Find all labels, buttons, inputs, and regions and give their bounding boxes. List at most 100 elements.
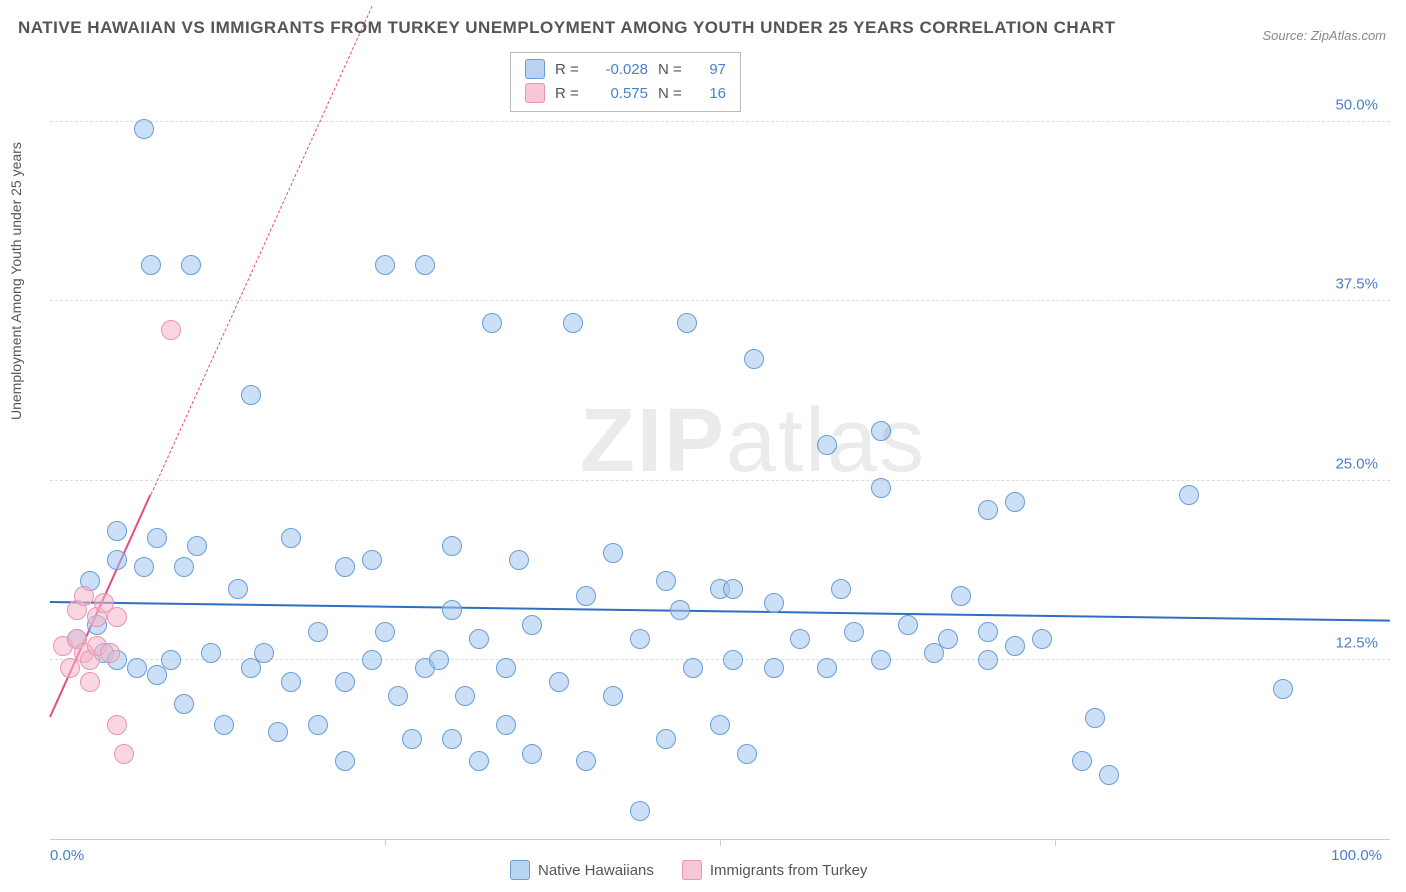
y-tick-label: 12.5% bbox=[1335, 635, 1378, 652]
data-point bbox=[496, 658, 516, 678]
data-point bbox=[80, 672, 100, 692]
data-point bbox=[127, 658, 147, 678]
data-point bbox=[161, 320, 181, 340]
legend-swatch bbox=[525, 83, 545, 103]
data-point bbox=[100, 643, 120, 663]
data-point bbox=[335, 557, 355, 577]
data-point bbox=[509, 550, 529, 570]
data-point bbox=[482, 313, 502, 333]
data-point bbox=[161, 650, 181, 670]
grid-line bbox=[50, 480, 1390, 481]
data-point bbox=[402, 729, 422, 749]
data-point bbox=[134, 557, 154, 577]
data-point bbox=[978, 650, 998, 670]
data-point bbox=[522, 615, 542, 635]
data-point bbox=[978, 500, 998, 520]
r-value: 0.575 bbox=[593, 85, 648, 102]
y-tick-label: 50.0% bbox=[1335, 96, 1378, 113]
trend-line bbox=[50, 601, 1390, 622]
data-point bbox=[656, 729, 676, 749]
data-point bbox=[308, 622, 328, 642]
data-point bbox=[764, 593, 784, 613]
data-point bbox=[241, 385, 261, 405]
data-point bbox=[630, 629, 650, 649]
r-value: -0.028 bbox=[593, 61, 648, 78]
data-point bbox=[469, 629, 489, 649]
x-tick-label: 0.0% bbox=[50, 847, 84, 864]
data-point bbox=[141, 255, 161, 275]
data-point bbox=[469, 751, 489, 771]
data-point bbox=[174, 694, 194, 714]
data-point bbox=[737, 744, 757, 764]
data-point bbox=[362, 650, 382, 670]
data-point bbox=[429, 650, 449, 670]
legend-item: Native Hawaiians bbox=[510, 860, 654, 880]
data-point bbox=[744, 349, 764, 369]
data-point bbox=[844, 622, 864, 642]
data-point bbox=[576, 751, 596, 771]
data-point bbox=[74, 586, 94, 606]
data-point bbox=[670, 600, 690, 620]
data-point bbox=[442, 729, 462, 749]
series-legend: Native Hawaiians Immigrants from Turkey bbox=[510, 860, 867, 880]
data-point bbox=[563, 313, 583, 333]
data-point bbox=[790, 629, 810, 649]
y-axis-label: Unemployment Among Youth under 25 years bbox=[8, 142, 24, 420]
data-point bbox=[362, 550, 382, 570]
data-point bbox=[281, 672, 301, 692]
data-point bbox=[107, 715, 127, 735]
data-point bbox=[174, 557, 194, 577]
legend-swatch bbox=[682, 860, 702, 880]
data-point bbox=[683, 658, 703, 678]
trend-line-dashed bbox=[150, 6, 372, 495]
stats-row: R =0.575N =16 bbox=[525, 81, 726, 105]
data-point bbox=[228, 579, 248, 599]
data-point bbox=[442, 536, 462, 556]
legend-swatch bbox=[510, 860, 530, 880]
data-point bbox=[1099, 765, 1119, 785]
legend-label: Immigrants from Turkey bbox=[710, 862, 868, 879]
data-point bbox=[603, 543, 623, 563]
data-point bbox=[107, 521, 127, 541]
n-value: 16 bbox=[696, 85, 726, 102]
data-point bbox=[281, 528, 301, 548]
x-tick-mark bbox=[1055, 840, 1056, 846]
source-attribution: Source: ZipAtlas.com bbox=[1262, 28, 1386, 43]
data-point bbox=[817, 435, 837, 455]
stats-row: R =-0.028N =97 bbox=[525, 57, 726, 81]
data-point bbox=[576, 586, 596, 606]
data-point bbox=[201, 643, 221, 663]
data-point bbox=[335, 751, 355, 771]
data-point bbox=[723, 579, 743, 599]
data-point bbox=[455, 686, 475, 706]
data-point bbox=[656, 571, 676, 591]
data-point bbox=[764, 658, 784, 678]
data-point bbox=[496, 715, 516, 735]
data-point bbox=[1179, 485, 1199, 505]
data-point bbox=[147, 528, 167, 548]
legend-label: Native Hawaiians bbox=[538, 862, 654, 879]
x-tick-mark bbox=[720, 840, 721, 846]
data-point bbox=[308, 715, 328, 735]
data-point bbox=[375, 622, 395, 642]
data-point bbox=[134, 119, 154, 139]
y-tick-label: 37.5% bbox=[1335, 276, 1378, 293]
n-label: N = bbox=[658, 61, 686, 78]
data-point bbox=[335, 672, 355, 692]
x-tick-label: 100.0% bbox=[1331, 847, 1382, 864]
data-point bbox=[871, 650, 891, 670]
grid-line bbox=[50, 121, 1390, 122]
r-label: R = bbox=[555, 61, 583, 78]
data-point bbox=[549, 672, 569, 692]
legend-swatch bbox=[525, 59, 545, 79]
data-point bbox=[107, 607, 127, 627]
data-point bbox=[1005, 492, 1025, 512]
data-point bbox=[375, 255, 395, 275]
data-point bbox=[1032, 629, 1052, 649]
data-point bbox=[1072, 751, 1092, 771]
data-point bbox=[871, 478, 891, 498]
data-point bbox=[254, 643, 274, 663]
x-tick-mark bbox=[385, 840, 386, 846]
legend-item: Immigrants from Turkey bbox=[682, 860, 868, 880]
grid-line bbox=[50, 300, 1390, 301]
